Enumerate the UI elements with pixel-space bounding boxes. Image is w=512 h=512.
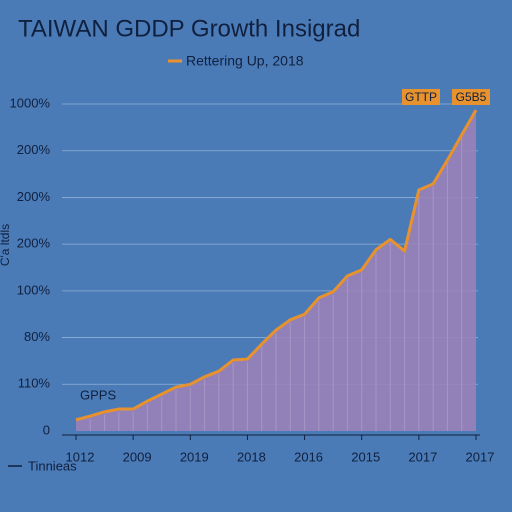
y-tick-label: 80% [24,329,50,344]
x-tick-label: 2016 [294,449,323,464]
annotation-box [452,89,490,105]
y-tick-label: 100% [17,282,51,297]
annotation: GTTP [405,90,437,104]
x-tick-label: 2017 [408,449,437,464]
x-tick-label: 2018 [237,449,266,464]
chart-title: TAIWAN GDDP Growth Insigrad [18,15,360,42]
y-tick-label: 200% [17,142,51,157]
y-tick-label: 1000% [10,95,51,110]
legend-label: Rettering Up, 2018 [186,53,304,69]
annotation-box [402,89,440,105]
y-axis-label: C'a ltdls [0,224,12,266]
x-tick-label: 2019 [180,449,209,464]
y-tick-label: 0 [43,422,50,437]
x-tick-label: 2017 [466,449,495,464]
y-tick-label: 110% [18,376,51,391]
x-tick-label: 1012 [66,449,95,464]
annotation: GPPS [80,387,116,402]
y-tick-label: 200% [17,236,51,251]
x-tick-label: 2009 [123,449,152,464]
x-tick-label: 2015 [351,449,380,464]
footer-note: Tinnieas [28,458,77,473]
annotation: G5B5 [456,90,487,104]
line [75,109,478,422]
y-tick-label: 200% [17,189,51,204]
